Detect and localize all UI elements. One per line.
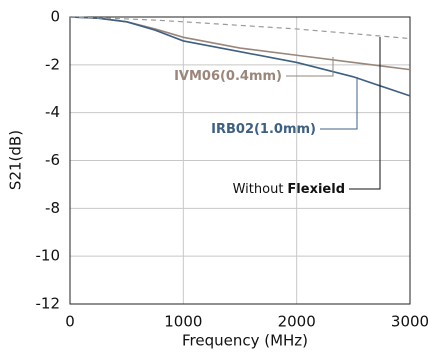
y-axis-label: S21(dB)	[7, 130, 25, 190]
series-line	[69, 16, 411, 97]
x-tick-label: 2000	[278, 313, 316, 331]
y-tick-label: -2	[45, 55, 60, 73]
leader-line	[320, 77, 358, 130]
x-tick-label: 1000	[164, 313, 202, 331]
series-line	[69, 16, 411, 40]
y-tick-label: -4	[45, 103, 60, 121]
y-tick-label: -6	[45, 151, 60, 169]
annotation: IRB02(1.0mm)	[211, 122, 316, 137]
annotation-text: Without	[233, 182, 284, 197]
y-tick-label: -10	[36, 247, 61, 265]
annotation-emphasis: Flexield	[287, 182, 345, 197]
leader-line	[349, 37, 381, 190]
y-tick-label: -8	[45, 199, 60, 217]
annotation: IVM06(0.4mm)	[174, 69, 282, 84]
series-line	[69, 16, 411, 71]
leader-line	[286, 57, 334, 77]
x-axis-label: Frequency (MHz)	[182, 332, 308, 350]
y-tick-label: 0	[50, 8, 60, 26]
annotation: Without Flexield	[233, 182, 345, 197]
annotation-text: IVM06(0.4mm)	[174, 69, 282, 84]
x-tick-label: 0	[65, 313, 75, 331]
x-tick-label: 3000	[391, 313, 429, 331]
annotation-text: IRB02(1.0mm)	[211, 122, 316, 137]
plot-frame	[69, 16, 411, 305]
y-tick-label: -12	[36, 295, 61, 313]
